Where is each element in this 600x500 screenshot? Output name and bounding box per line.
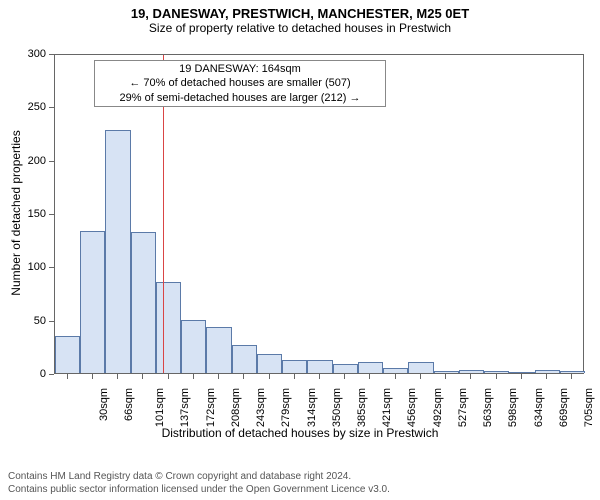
- histogram-bar: [181, 320, 206, 373]
- x-tick-label: 669sqm: [558, 388, 570, 427]
- x-tick-label: 279sqm: [280, 388, 292, 427]
- x-tick-mark: [243, 374, 244, 379]
- x-tick-mark: [470, 374, 471, 379]
- histogram-bar: [434, 371, 459, 373]
- histogram-bar: [459, 370, 484, 373]
- x-tick-label: 385sqm: [356, 388, 368, 427]
- footer-attribution: Contains HM Land Registry data © Crown c…: [8, 470, 390, 496]
- x-tick-mark: [344, 374, 345, 379]
- histogram-bar: [358, 362, 383, 373]
- x-tick-mark: [546, 374, 547, 379]
- histogram-bar: [408, 362, 433, 373]
- x-tick-label: 314sqm: [306, 388, 318, 427]
- x-tick-mark: [420, 374, 421, 379]
- y-tick-label: 0: [0, 368, 46, 380]
- histogram-bar: [206, 327, 231, 373]
- x-tick-label: 243sqm: [255, 388, 267, 427]
- y-tick-label: 100: [0, 261, 46, 273]
- x-tick-label: 30sqm: [98, 388, 110, 421]
- x-tick-mark: [67, 374, 68, 379]
- x-tick-label: 527sqm: [457, 388, 469, 427]
- histogram-bar: [282, 360, 307, 373]
- x-axis-label: Distribution of detached houses by size …: [0, 426, 600, 440]
- x-tick-mark: [269, 374, 270, 379]
- histogram-bar: [232, 345, 257, 373]
- histogram-bar: [307, 360, 332, 373]
- histogram-bar: [333, 364, 358, 373]
- x-tick-label: 208sqm: [230, 388, 242, 427]
- y-tick-label: 50: [0, 315, 46, 327]
- x-tick-label: 492sqm: [432, 388, 444, 427]
- x-tick-mark: [193, 374, 194, 379]
- y-tick-mark: [49, 161, 54, 162]
- x-tick-mark: [571, 374, 572, 379]
- callout-line-1: 19 DANESWAY: 164sqm: [101, 62, 379, 76]
- footer-line-2: Contains public sector information licen…: [8, 483, 390, 496]
- x-tick-mark: [369, 374, 370, 379]
- histogram-bar: [484, 371, 509, 373]
- x-tick-label: 705sqm: [583, 388, 595, 427]
- x-tick-label: 456sqm: [407, 388, 419, 427]
- x-tick-mark: [218, 374, 219, 379]
- chart-title-address: 19, DANESWAY, PRESTWICH, MANCHESTER, M25…: [0, 0, 600, 21]
- y-tick-label: 200: [0, 155, 46, 167]
- x-tick-mark: [142, 374, 143, 379]
- y-tick-label: 150: [0, 208, 46, 220]
- x-tick-label: 563sqm: [482, 388, 494, 427]
- x-tick-label: 634sqm: [533, 388, 545, 427]
- histogram-bar: [105, 130, 130, 373]
- x-tick-mark: [496, 374, 497, 379]
- y-tick-mark: [49, 107, 54, 108]
- callout-line-2: ← 70% of detached houses are smaller (50…: [101, 76, 379, 90]
- y-tick-label: 250: [0, 101, 46, 113]
- histogram-bar: [80, 231, 105, 373]
- x-tick-label: 350sqm: [331, 388, 343, 427]
- chart-container: 19, DANESWAY, PRESTWICH, MANCHESTER, M25…: [0, 0, 600, 500]
- callout-line-3: 29% of semi-detached houses are larger (…: [101, 91, 379, 105]
- y-tick-mark: [49, 54, 54, 55]
- y-tick-mark: [49, 374, 54, 375]
- callout-box: 19 DANESWAY: 164sqm ← 70% of detached ho…: [94, 60, 386, 107]
- x-tick-mark: [117, 374, 118, 379]
- footer-line-1: Contains HM Land Registry data © Crown c…: [8, 470, 390, 483]
- x-tick-mark: [294, 374, 295, 379]
- histogram-bar: [55, 336, 80, 373]
- x-tick-label: 101sqm: [154, 388, 166, 427]
- y-tick-mark: [49, 214, 54, 215]
- histogram-bar: [560, 371, 585, 373]
- histogram-bar: [383, 368, 408, 373]
- y-tick-mark: [49, 267, 54, 268]
- x-tick-label: 137sqm: [179, 388, 191, 427]
- x-tick-label: 421sqm: [381, 388, 393, 427]
- y-tick-label: 300: [0, 48, 46, 60]
- y-tick-mark: [49, 321, 54, 322]
- histogram-bar: [257, 354, 282, 373]
- histogram-bar: [535, 370, 560, 373]
- histogram-bar: [156, 282, 181, 373]
- x-tick-mark: [92, 374, 93, 379]
- histogram-bar: [131, 232, 156, 373]
- x-tick-mark: [168, 374, 169, 379]
- x-tick-label: 66sqm: [123, 388, 135, 421]
- x-tick-label: 172sqm: [205, 388, 217, 427]
- x-tick-label: 598sqm: [508, 388, 520, 427]
- chart-title-subtitle: Size of property relative to detached ho…: [0, 21, 600, 35]
- x-tick-mark: [521, 374, 522, 379]
- x-tick-mark: [445, 374, 446, 379]
- x-tick-mark: [319, 374, 320, 379]
- x-tick-mark: [395, 374, 396, 379]
- histogram-bar: [509, 372, 534, 373]
